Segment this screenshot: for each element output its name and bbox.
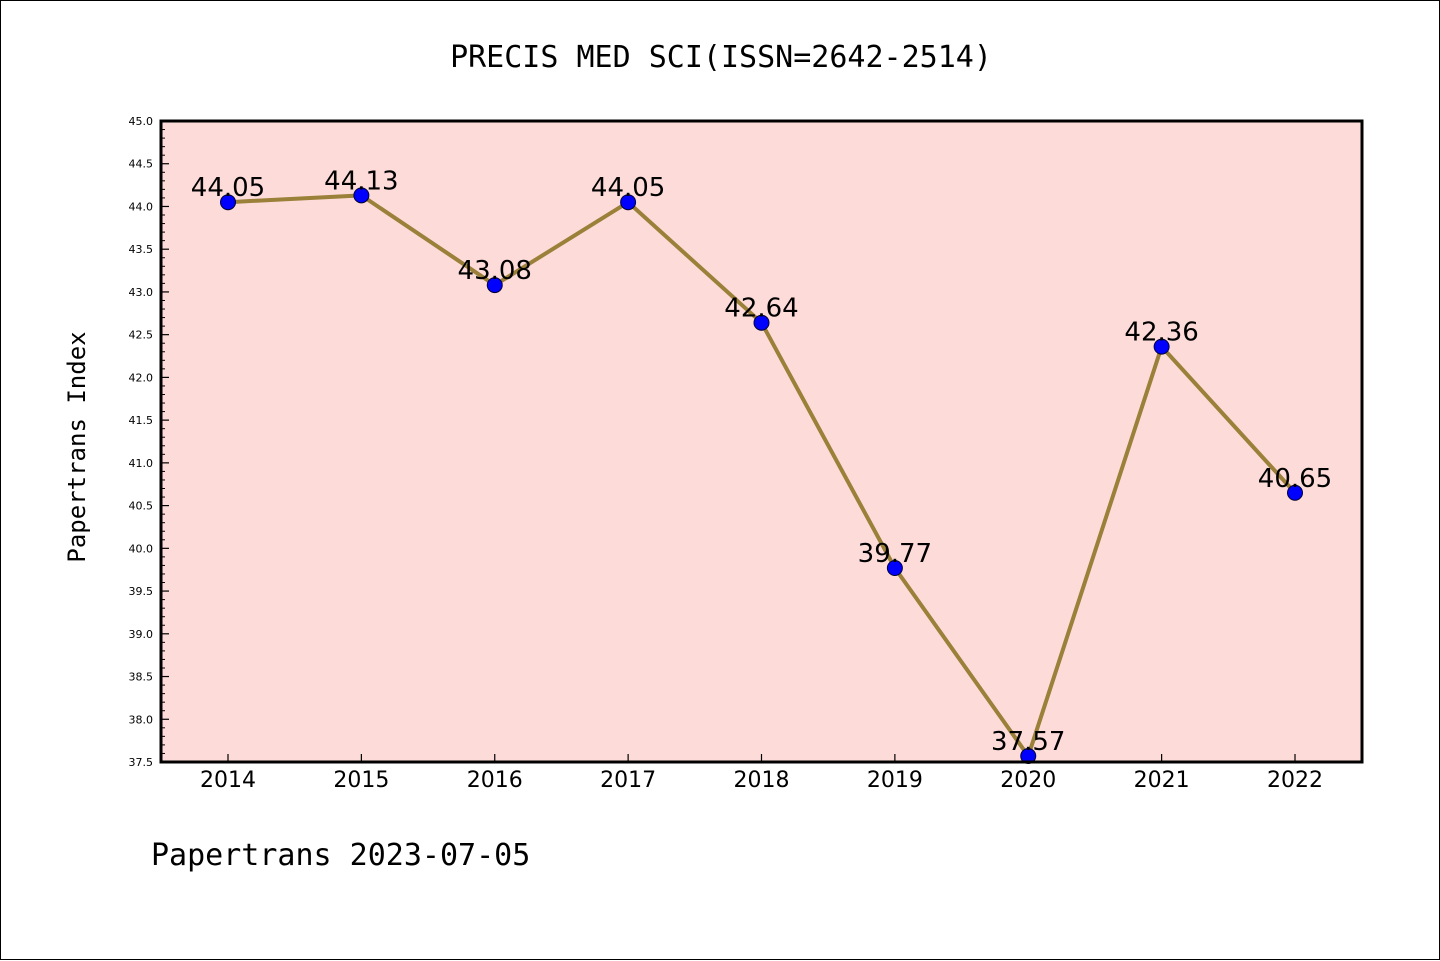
x-axis: 2014 2015 2016 2017 2018 2019 2020 2021 2022: [200, 754, 1323, 793]
x-tick-label: 2020: [1000, 768, 1056, 793]
data-point: [1153, 338, 1170, 355]
y-tick-label: 42.0: [129, 371, 154, 384]
y-tick-label: 41.0: [129, 457, 154, 470]
x-tick-label: 2019: [867, 768, 923, 793]
data-label: 39.77: [858, 539, 932, 569]
y-tick-label: 44.0: [129, 200, 154, 213]
data-point: [886, 559, 903, 576]
data-label: 44.13: [324, 166, 398, 196]
y-tick-label: 41.5: [129, 414, 154, 427]
data-point: [220, 194, 236, 211]
data-point: [753, 314, 770, 331]
data-point: [486, 277, 503, 294]
y-axis-label: Papertrans Index: [63, 331, 91, 562]
data-point: [353, 187, 370, 204]
x-tick-label: 2021: [1134, 768, 1190, 793]
plot-border: [159, 119, 1364, 764]
y-tick-label: 38.0: [129, 713, 154, 726]
y-tick-label: 38.5: [129, 671, 154, 684]
y-tick-label: 40.0: [129, 542, 154, 555]
data-label: 43.08: [458, 256, 532, 286]
series-line-group: 44.05 44.13 43.08 44.05 42.64 39.77 37.57 42.36…: [191, 166, 1332, 765]
y-tick-label: 39.0: [129, 628, 154, 641]
y-tick-label: 45.0: [129, 115, 154, 128]
data-label: 44.05: [591, 173, 665, 203]
data-label: 40.65: [1258, 464, 1332, 494]
data-label: 42.36: [1124, 318, 1198, 348]
data-point: [1287, 484, 1303, 501]
y-axis: 37.5 38.0 38.5 39.0 39.5 40.0 40.5 41.0 41.5 42.0…: [129, 115, 169, 769]
data-label: 37.57: [991, 727, 1065, 757]
plot-area: [161, 121, 1362, 762]
y-tick-label: 40.5: [129, 500, 154, 513]
y-tick-label: 42.5: [129, 329, 154, 342]
footer-caption: Papertrans 2023-07-05: [151, 838, 530, 873]
y-tick-label: 39.5: [129, 585, 154, 598]
y-tick-label: 37.5: [129, 756, 154, 769]
x-tick-label: 2022: [1267, 768, 1323, 793]
y-tick-label: 44.5: [129, 158, 154, 171]
x-tick-label: 2014: [200, 768, 256, 793]
x-tick-label: 2017: [600, 768, 656, 793]
x-tick-label: 2015: [333, 768, 389, 793]
chart-title: PRECIS MED SCI(ISSN=2642-2514): [450, 40, 992, 75]
data-point: [620, 194, 637, 211]
x-tick-label: 2018: [734, 768, 790, 793]
data-label: 44.05: [191, 173, 265, 203]
y-tick-label: 43.0: [129, 286, 154, 299]
data-point: [1020, 748, 1037, 765]
y-tick-label: 43.5: [129, 243, 154, 256]
x-tick-label: 2016: [467, 768, 523, 793]
data-label: 42.64: [724, 294, 798, 324]
